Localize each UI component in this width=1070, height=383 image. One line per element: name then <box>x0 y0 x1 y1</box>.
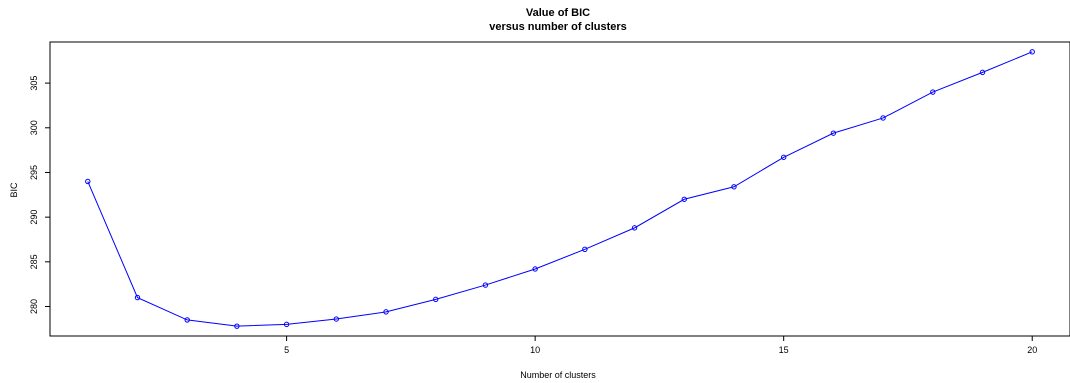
data-point <box>433 296 439 303</box>
data-point <box>930 89 936 95</box>
data-point <box>1029 49 1035 55</box>
data-point <box>780 154 787 160</box>
data-point <box>234 323 240 329</box>
x-tick-label: 20 <box>1027 345 1037 355</box>
y-tick-label: 280 <box>29 299 39 314</box>
x-tick-label: 5 <box>284 345 289 355</box>
series-line <box>87 51 1033 327</box>
data-point <box>333 316 340 322</box>
plot-frame <box>49 41 1070 337</box>
data-point <box>681 196 687 202</box>
data-point <box>830 130 837 136</box>
data-point <box>85 178 91 185</box>
chart-subtitle: versus number of clusters <box>489 21 627 33</box>
y-tick-label: 290 <box>29 210 39 225</box>
x-axis: 5 10 15 20 <box>284 336 1037 355</box>
chart-title: Value of BIC <box>526 7 590 19</box>
x-tick-label: 15 <box>779 345 789 355</box>
y-tick-label: 305 <box>29 76 39 91</box>
data-point <box>283 321 290 328</box>
x-tick-label: 10 <box>530 345 540 355</box>
y-axis: 280 285 290 295 300 305 <box>29 76 50 314</box>
x-axis-label: Number of clusters <box>520 370 596 380</box>
data-point <box>731 184 737 190</box>
y-axis-label: BIC <box>9 182 19 198</box>
data-point <box>184 317 190 323</box>
data-point <box>134 294 141 301</box>
data-point <box>482 282 489 288</box>
y-tick-label: 295 <box>29 165 39 180</box>
data-point <box>532 266 538 272</box>
data-point <box>383 309 389 315</box>
y-tick-label: 300 <box>29 120 39 135</box>
y-tick-label: 285 <box>29 254 39 269</box>
series-layer <box>85 49 1035 329</box>
data-point <box>979 69 986 76</box>
data-point <box>631 225 638 231</box>
data-point <box>880 115 886 121</box>
data-point <box>582 246 588 253</box>
